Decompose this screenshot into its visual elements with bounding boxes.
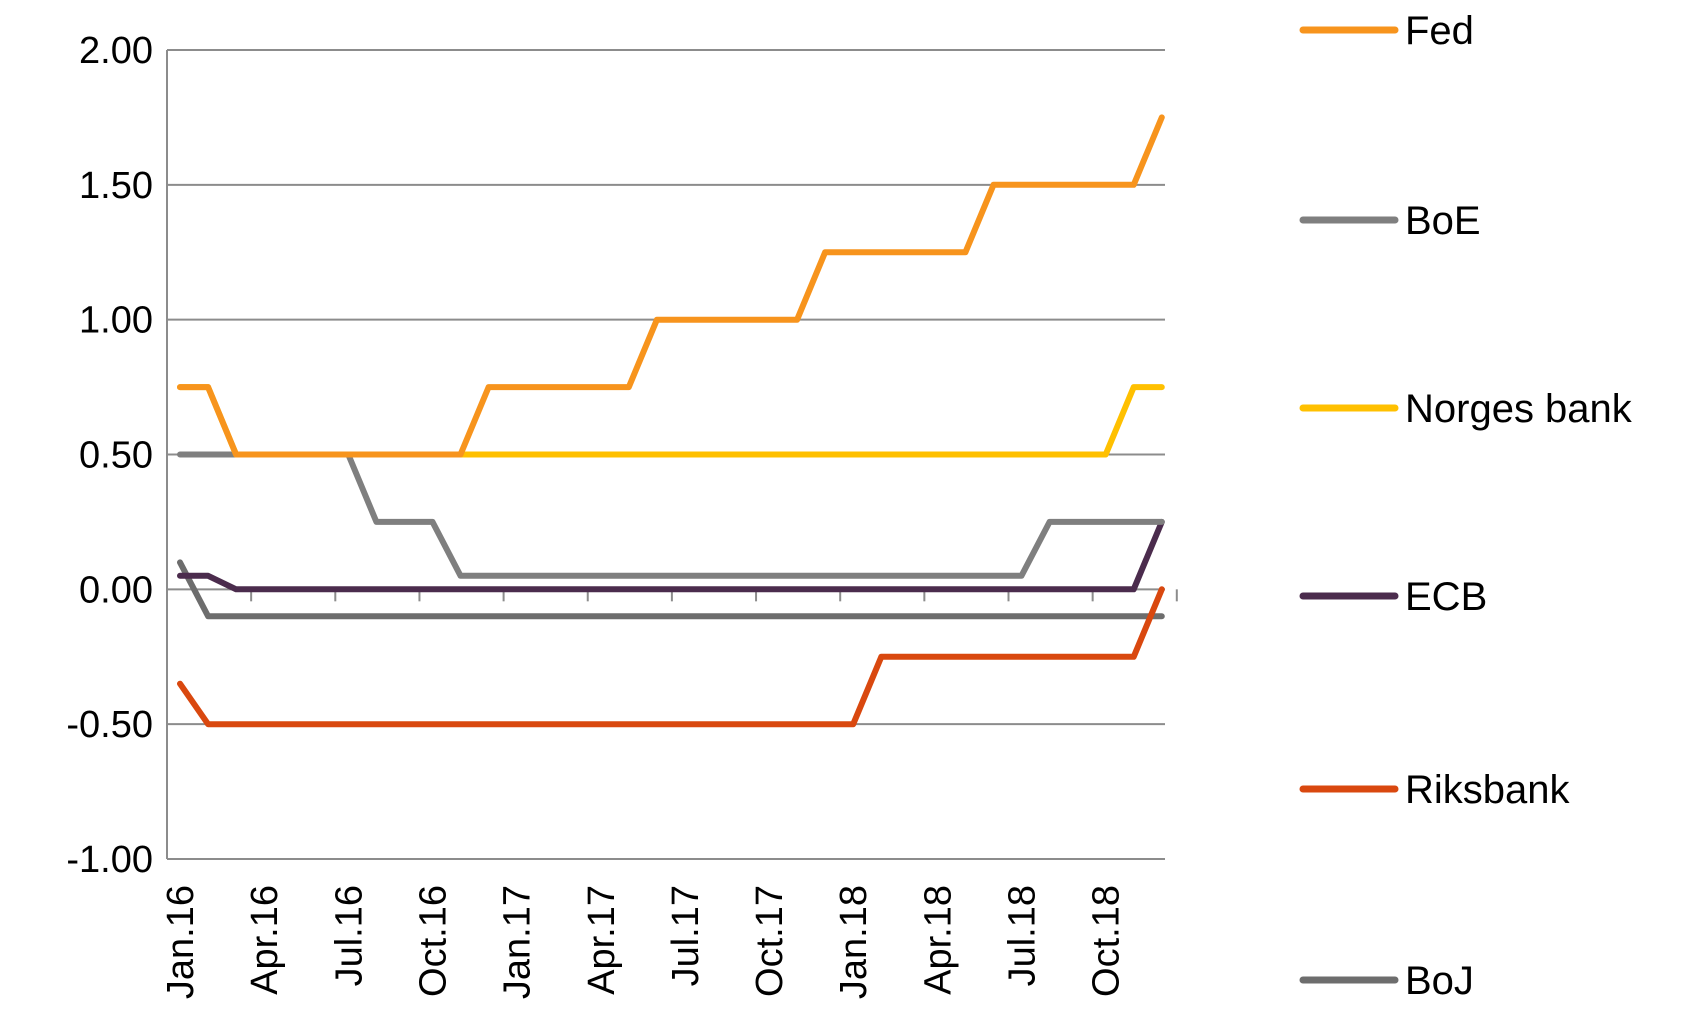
series-line-fed	[177, 114, 1165, 458]
x-tick-label: Jul.17	[665, 885, 707, 986]
y-tick-label: 1.50	[79, 165, 153, 207]
x-tick-label: Jan.16	[160, 885, 202, 999]
x-tick-labels: Jan.16 Apr.16 Jul.16 Oct.16 Jan.17 Apr.17 Jul.…	[160, 885, 1128, 999]
x-tick-label: Jan.17	[497, 885, 539, 999]
y-tick-label: -1.00	[66, 839, 153, 881]
y-tick-label: 0.00	[79, 569, 153, 611]
y-tick-label: 0.50	[79, 435, 153, 477]
x-tick-label: Jul.16	[328, 885, 370, 986]
legend-label-riksbank: Riksbank	[1405, 768, 1571, 812]
series-lines	[177, 114, 1165, 728]
series-line-boj	[177, 559, 1165, 620]
series-line-norges-bank	[177, 384, 1165, 458]
x-tick-label: Oct.17	[749, 885, 791, 997]
y-tick-label: -0.50	[66, 704, 153, 746]
series-line-boe	[177, 451, 1165, 579]
legend-label-boj: BoJ	[1405, 959, 1474, 1003]
y-tick-label: 2.00	[79, 30, 153, 72]
x-tick-label: Jul.18	[1002, 885, 1044, 986]
series-line-ecb	[177, 518, 1165, 593]
x-tick-label: Oct.16	[412, 885, 454, 997]
gridlines	[167, 49, 1165, 726]
y-tick-label: 1.00	[79, 300, 153, 342]
legend: Fed BoE Norges bank ECB Riksbank BoJ	[1299, 9, 1633, 1003]
x-tick-label: Jan.18	[833, 885, 875, 999]
legend-label-ecb: ECB	[1405, 575, 1487, 619]
legend-label-norges-bank: Norges bank	[1405, 387, 1633, 431]
legend-label-fed: Fed	[1405, 9, 1474, 53]
series-line-riksbank	[177, 586, 1165, 728]
x-tick-label: Oct.18	[1086, 885, 1128, 997]
x-tick-label: Apr.18	[917, 885, 959, 995]
legend-label-boe: BoE	[1405, 199, 1481, 243]
x-tick-label: Apr.17	[581, 885, 623, 995]
x-tick-label: Apr.16	[244, 885, 286, 995]
y-tick-labels: 2.00 1.50 1.00 0.50 0.00 -0.50 -1.00	[66, 30, 153, 881]
